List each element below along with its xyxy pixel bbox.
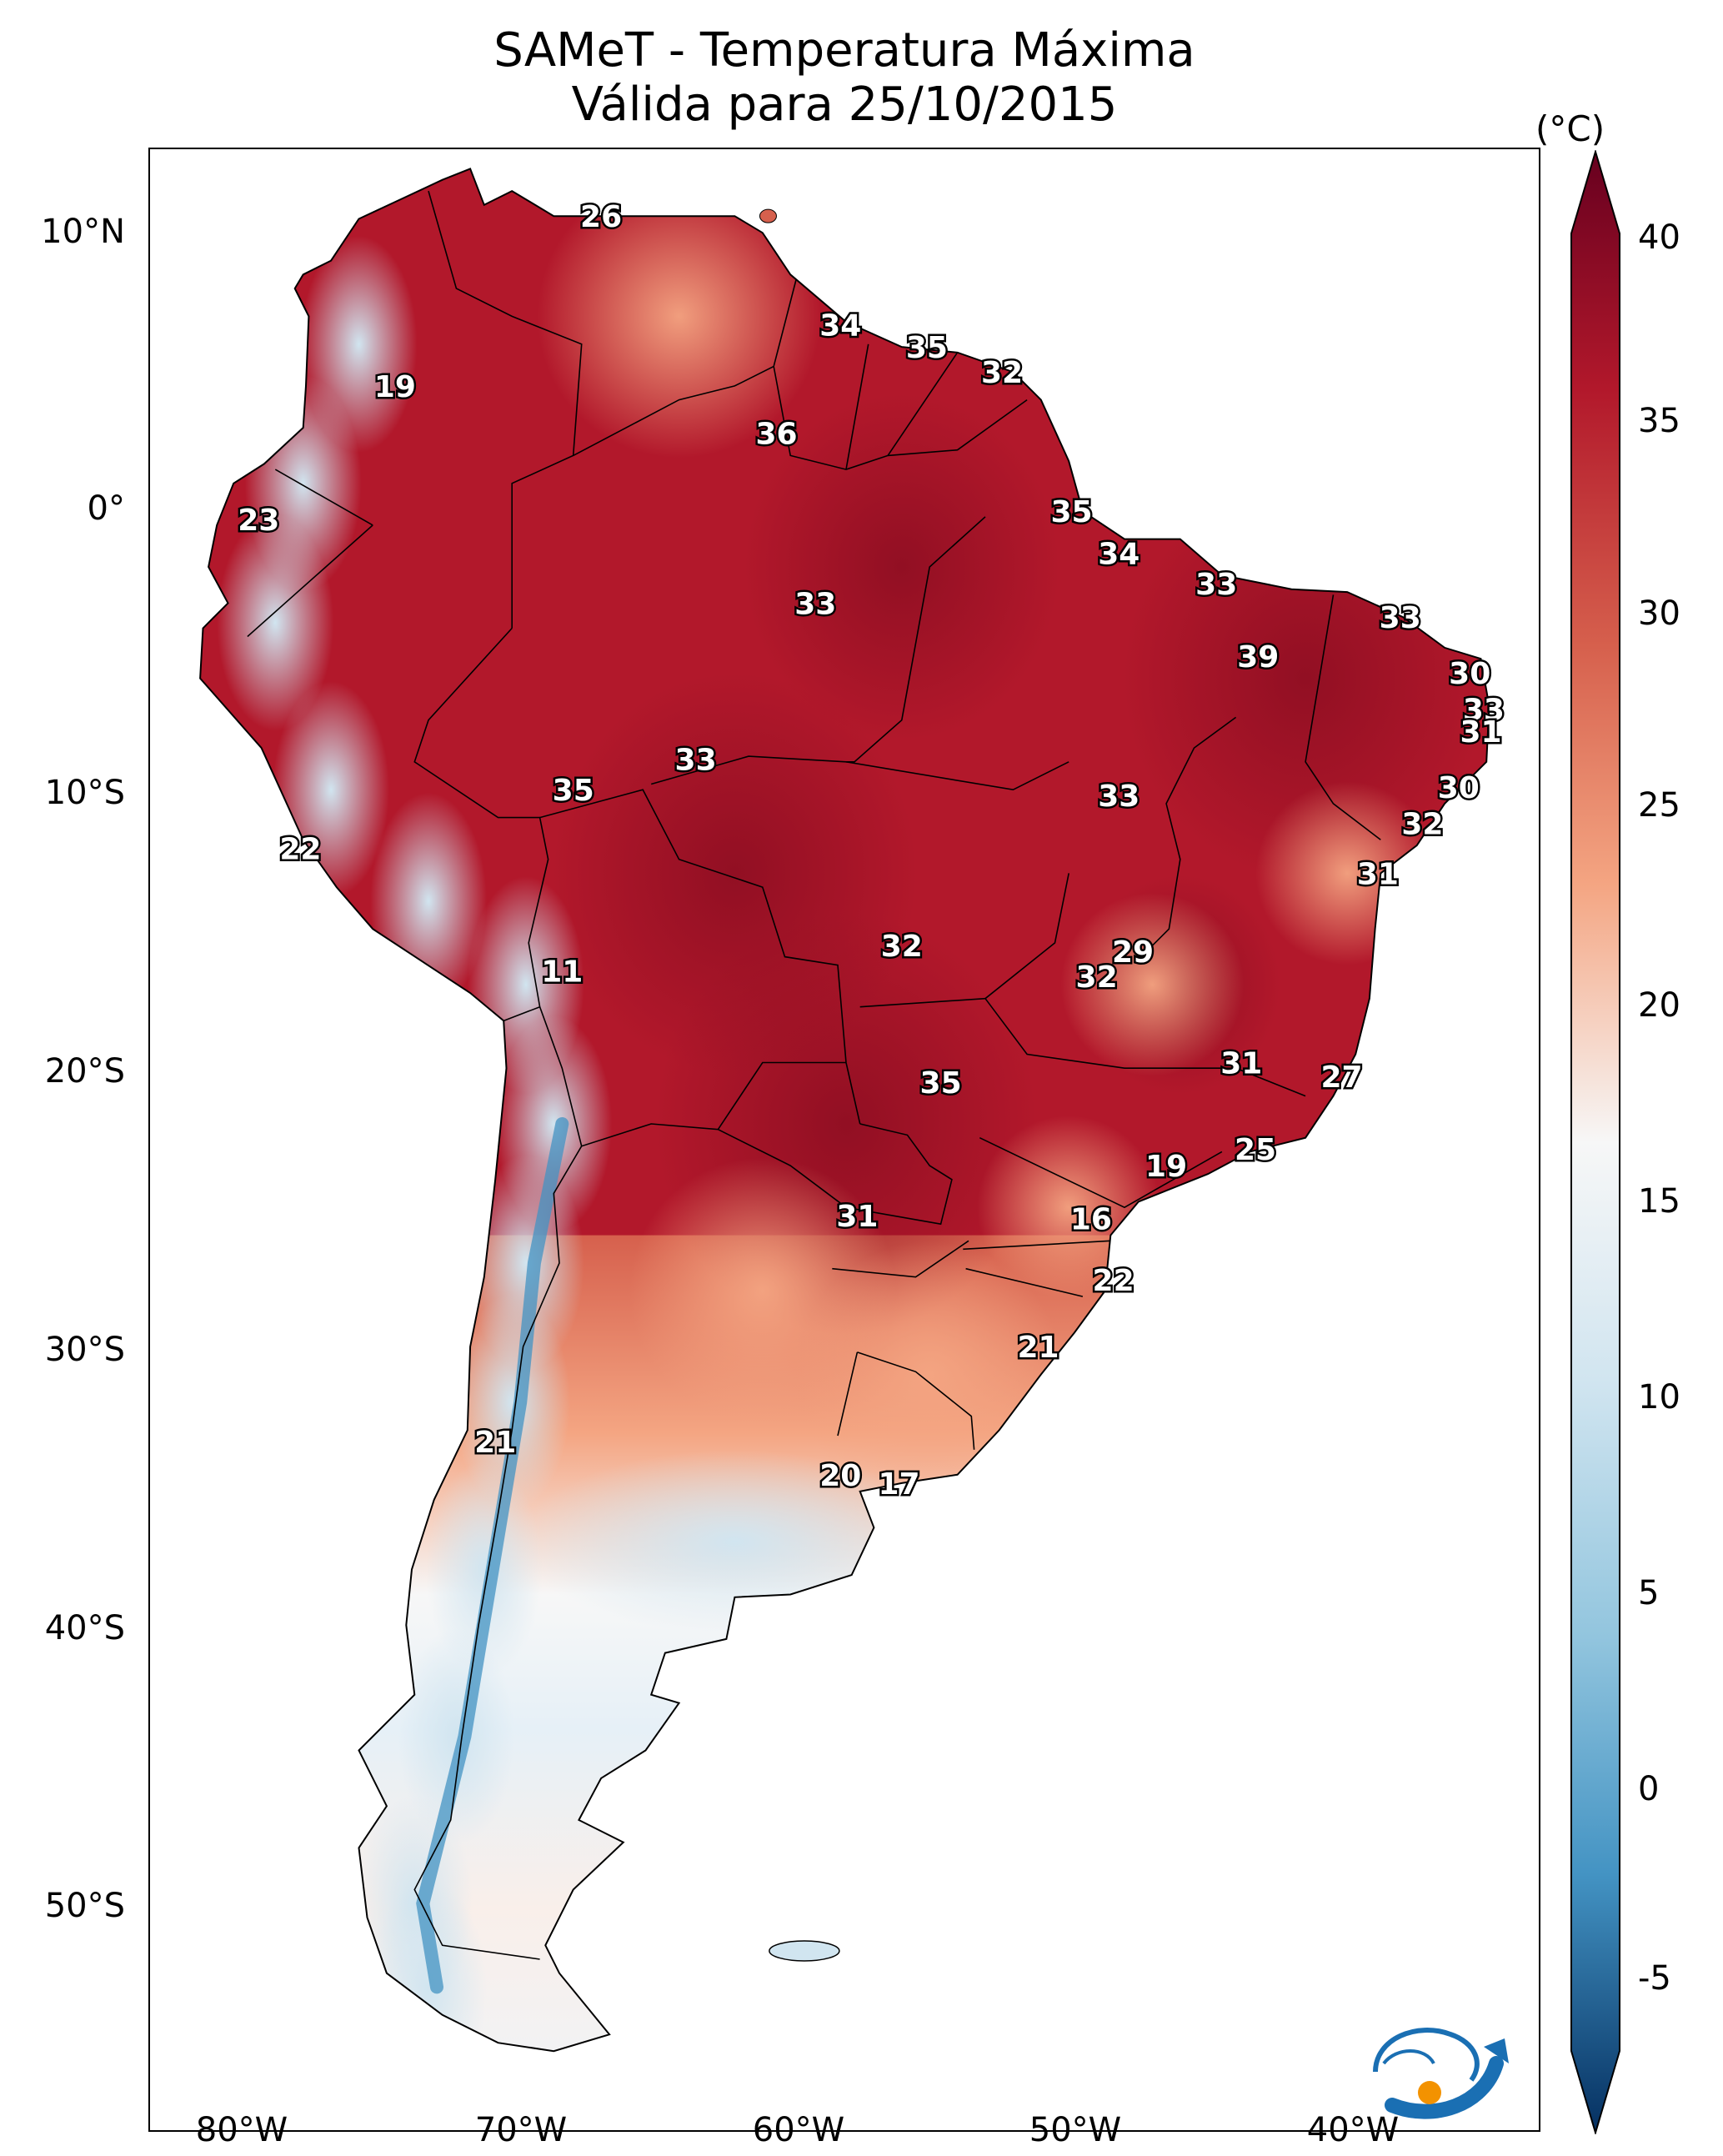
station-label: 32 xyxy=(1401,807,1443,841)
colorbar-tick: 5 xyxy=(1638,1574,1660,1612)
station-label: 21 xyxy=(1017,1331,1059,1365)
station-label: 11 xyxy=(541,955,583,989)
station-label: 33 xyxy=(1195,568,1237,602)
station-label: 33 xyxy=(1098,780,1139,814)
lon-tick: 50°W xyxy=(1029,2111,1122,2149)
station-label: 33 xyxy=(1380,601,1421,635)
station-label: 19 xyxy=(374,370,416,404)
station-label: 17 xyxy=(878,1467,919,1502)
lat-tick: 10°N xyxy=(41,213,125,251)
colorbar-tick: 30 xyxy=(1638,594,1680,633)
colorbar-tick: 40 xyxy=(1638,218,1680,257)
lon-tick: 70°W xyxy=(474,2111,568,2149)
lat-tick: 50°S xyxy=(44,1887,125,1925)
station-label: 31 xyxy=(836,1200,878,1234)
station-label: 33 xyxy=(675,744,717,778)
station-label: 36 xyxy=(755,418,797,452)
country-borders xyxy=(247,190,1381,1962)
station-label: 31 xyxy=(1220,1047,1262,1081)
colorbar xyxy=(1570,150,1620,2134)
lat-tick: 0° xyxy=(87,489,125,528)
station-label: 39 xyxy=(1237,640,1279,674)
station-label: 27 xyxy=(1320,1060,1362,1095)
station-label: 32 xyxy=(981,356,1023,390)
lon-tick: 80°W xyxy=(195,2111,288,2149)
lat-tick: 10°S xyxy=(44,774,125,812)
colorbar-tick: 20 xyxy=(1638,986,1680,1025)
colorbar-tick: -5 xyxy=(1638,1959,1671,1998)
station-label: 35 xyxy=(920,1066,962,1101)
station-label: 34 xyxy=(819,308,861,343)
lat-tick: 40°S xyxy=(44,1609,125,1647)
station-label: 19 xyxy=(1145,1150,1187,1184)
station-label: 35 xyxy=(906,331,948,365)
station-label: 34 xyxy=(1098,537,1139,571)
station-label: 22 xyxy=(1093,1264,1134,1298)
station-label: 32 xyxy=(881,930,923,964)
station-label: 35 xyxy=(553,774,594,808)
colorbar-tick: 35 xyxy=(1638,402,1680,440)
station-label: 31 xyxy=(1357,857,1399,891)
station-label: 30 xyxy=(1449,657,1490,691)
lat-tick: 20°S xyxy=(44,1052,125,1091)
lon-tick: 60°W xyxy=(752,2111,845,2149)
station-label: 30 xyxy=(1438,771,1480,805)
station-label: 29 xyxy=(1112,935,1154,970)
station-label: 22 xyxy=(279,832,321,866)
station-label: 32 xyxy=(1076,960,1118,995)
map-subtitle: Válida para 25/10/2015 xyxy=(571,78,1118,132)
station-label: 25 xyxy=(1235,1133,1276,1167)
colorbar-unit: (°C) xyxy=(1535,108,1605,149)
station-label: 35 xyxy=(1050,495,1092,529)
station-label: 33 xyxy=(1463,693,1505,727)
land-temperature-field xyxy=(199,168,1490,2053)
station-label: 31 xyxy=(1460,715,1501,750)
colorbar-tick: 25 xyxy=(1638,786,1680,825)
lon-tick: 40°W xyxy=(1306,2111,1400,2149)
station-label: 16 xyxy=(1070,1203,1112,1237)
colorbar-tick: 10 xyxy=(1638,1378,1680,1416)
colorbar-tick: 0 xyxy=(1638,1770,1660,1808)
station-label: 20 xyxy=(819,1459,861,1493)
station-label: 23 xyxy=(238,504,279,538)
station-label: 21 xyxy=(474,1426,516,1460)
inpe-logo xyxy=(1373,2028,1509,2119)
station-label: 26 xyxy=(580,200,622,234)
map-area[interactable]: 26 19 23 34 35 32 36 35 34 33 33 33 39 30 33 31 33 35 33 30… xyxy=(148,148,1540,2132)
map-title: SAMeT - Temperatura Máxima xyxy=(493,23,1195,78)
lat-tick: 30°S xyxy=(44,1331,125,1369)
colorbar-tick: 15 xyxy=(1638,1182,1680,1221)
station-label: 33 xyxy=(794,587,836,621)
